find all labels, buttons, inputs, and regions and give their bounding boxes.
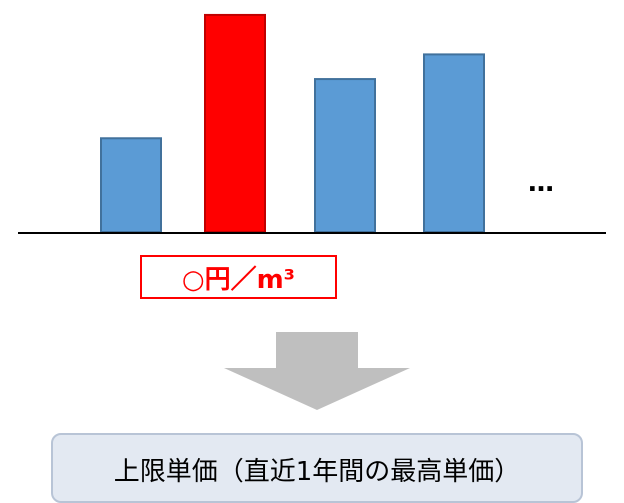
result-box-text: 上限単価（直近1年間の最高単価）	[113, 457, 521, 487]
bar-1	[100, 137, 162, 233]
down-arrow-icon	[224, 332, 410, 410]
chart-canvas	[18, 13, 606, 410]
price-label-text: ○円／m³	[181, 264, 296, 295]
bar-4	[423, 53, 485, 234]
price-label-box: ○円／m³	[140, 255, 337, 299]
result-box: 上限単価（直近1年間の最高単価）	[51, 433, 583, 503]
bar-group	[100, 13, 485, 234]
bar-2	[204, 13, 266, 233]
bar-3	[314, 78, 376, 233]
ellipsis-text: …	[528, 168, 556, 198]
